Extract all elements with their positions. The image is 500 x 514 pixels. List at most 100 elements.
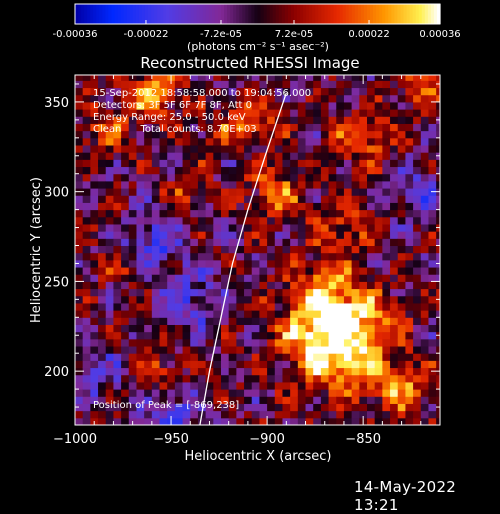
heatmap-cell [436, 274, 440, 282]
heatmap-cell [151, 130, 161, 139]
heatmap-cell [90, 87, 99, 96]
heatmap-cell [244, 195, 253, 203]
heatmap-cell [428, 259, 437, 268]
heatmap-cell [236, 202, 245, 211]
heatmap-cell [382, 188, 391, 196]
heatmap-cell [90, 288, 99, 297]
heatmap-cell [144, 302, 153, 311]
heatmap-cell [313, 116, 322, 124]
heatmap-cell [351, 410, 360, 419]
heatmap-cell [297, 209, 307, 218]
heatmap-cell [290, 288, 299, 297]
heatmap-cell [98, 223, 107, 232]
heatmap-cell [405, 410, 414, 419]
heatmap-cell [75, 245, 84, 254]
heatmap-cell [290, 274, 299, 282]
heatmap-cell [313, 209, 322, 218]
heatmap-cell [213, 173, 222, 182]
heatmap-cell [259, 403, 268, 412]
heatmap-cell [82, 80, 91, 89]
heatmap-cell [290, 245, 299, 254]
heatmap-cell [259, 310, 268, 318]
heatmap-cell [174, 389, 184, 397]
heatmap-cell [413, 338, 422, 347]
heatmap-cell [374, 381, 383, 390]
heatmap-cell [190, 223, 199, 232]
heatmap-cell [267, 195, 276, 203]
heatmap-cell [228, 389, 237, 397]
heatmap-cell [105, 310, 114, 318]
heatmap-cell [274, 403, 283, 412]
heatmap-cell [274, 180, 283, 189]
heatmap-cell [436, 353, 440, 361]
heatmap-cell [159, 245, 168, 254]
heatmap-cell [121, 202, 130, 211]
colorbar-swatch [166, 4, 170, 24]
heatmap-cell [359, 238, 368, 247]
heatmap-cell [413, 159, 422, 168]
heatmap-cell [128, 410, 137, 419]
heatmap-cell [144, 381, 153, 390]
heatmap-cell [351, 238, 360, 247]
heatmap-cell [105, 338, 114, 347]
heatmap-cell [274, 202, 283, 211]
heatmap-cell [305, 331, 314, 340]
heatmap-cell [405, 152, 414, 160]
heatmap-cell [359, 310, 368, 318]
heatmap-cell [374, 188, 383, 196]
heatmap-cell [413, 389, 422, 397]
heatmap-cell [113, 346, 122, 354]
heatmap-cell [413, 173, 422, 182]
colorbar-swatch [318, 4, 322, 24]
heatmap-cell [320, 223, 330, 232]
heatmap-cell [174, 202, 184, 211]
colorbar-swatch [436, 4, 441, 24]
heatmap-cell [313, 403, 322, 412]
heatmap-cell [174, 75, 184, 81]
heatmap-cell [290, 159, 299, 168]
heatmap-cell [297, 396, 307, 404]
heatmap-cell [128, 324, 137, 333]
heatmap-cell [297, 252, 307, 261]
heatmap-cell [82, 109, 91, 117]
heatmap-cell [420, 202, 429, 211]
heatmap-cell [397, 123, 406, 132]
heatmap-cell [436, 288, 440, 297]
heatmap-cell [82, 324, 91, 333]
heatmap-cell [382, 87, 391, 96]
heatmap-cell [274, 195, 283, 203]
heatmap-cell [351, 216, 360, 225]
heatmap-cell [382, 417, 391, 425]
heatmap-cell [374, 130, 383, 139]
heatmap-cell [290, 360, 299, 369]
heatmap-cell [144, 295, 153, 304]
heatmap-cell [320, 245, 330, 254]
heatmap-cell [405, 374, 414, 383]
heatmap-cell [144, 403, 153, 412]
heatmap-cell [105, 145, 114, 153]
heatmap-cell [313, 231, 322, 239]
heatmap-cell [182, 317, 191, 325]
heatmap-cell [190, 188, 199, 196]
heatmap-cell [382, 396, 391, 404]
heatmap-cell [151, 346, 161, 354]
heatmap-cell [167, 145, 176, 153]
heatmap-cell [374, 367, 383, 376]
heatmap-cell [336, 252, 345, 261]
heatmap-cell [297, 202, 307, 211]
colorbar-swatch [81, 4, 85, 24]
heatmap-cell [121, 403, 130, 412]
heatmap-cell [374, 259, 383, 268]
heatmap-cell [159, 346, 168, 354]
heatmap-cell [121, 353, 130, 361]
heatmap-cell [128, 274, 137, 282]
heatmap-cell [113, 389, 122, 397]
heatmap-cell [405, 137, 414, 146]
heatmap-cell [436, 101, 440, 110]
heatmap-cell [267, 417, 276, 425]
heatmap-cell [90, 331, 99, 340]
heatmap-cell [413, 87, 422, 96]
heatmap-cell [221, 116, 230, 124]
heatmap-cell [259, 123, 268, 132]
heatmap-cell [390, 180, 399, 189]
